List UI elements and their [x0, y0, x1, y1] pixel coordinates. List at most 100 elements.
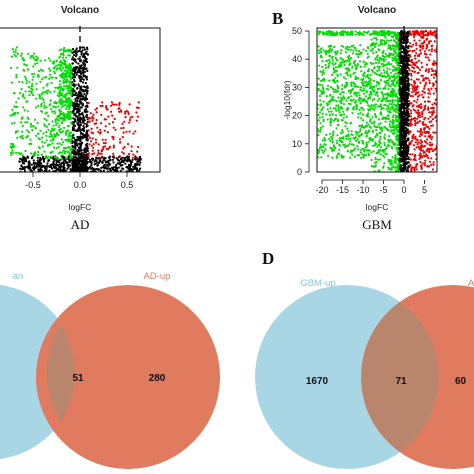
volcano-point [349, 62, 352, 65]
volcano-point [61, 94, 64, 97]
volcano-point [136, 160, 139, 163]
volcano-point [41, 69, 44, 72]
volcano-point [392, 65, 395, 68]
volcano-point [326, 87, 329, 91]
volcano-point [82, 98, 85, 101]
volcano-point [131, 115, 134, 118]
volcano-point [434, 62, 437, 65]
volcano-point [339, 144, 342, 147]
volcano-point [55, 123, 58, 126]
volcano-point [339, 73, 342, 76]
volcano-point [353, 83, 356, 86]
volcano-point [62, 54, 65, 57]
volcano-point [427, 56, 430, 59]
volcano-point [337, 107, 340, 110]
volcano-point [26, 121, 29, 124]
volcano-point [422, 145, 425, 148]
volcano-point [359, 44, 362, 47]
volcano-point [432, 83, 436, 86]
volcano-point [369, 86, 372, 89]
volcano-point [99, 128, 102, 131]
volcano-point [399, 52, 402, 55]
volcano-point [416, 139, 419, 142]
volcano-point [421, 115, 424, 118]
volcano-point [387, 160, 391, 163]
volcano-point [398, 147, 401, 151]
volcano-point [373, 120, 376, 123]
volcano-point [331, 79, 334, 82]
volcano-point [356, 138, 359, 141]
volcano-point [429, 141, 432, 144]
volcano-point [321, 116, 324, 119]
volcano-point [84, 81, 87, 85]
volcano-point [365, 132, 368, 135]
volcano-point [416, 91, 419, 94]
volcano-point [58, 101, 62, 104]
volcano-point [410, 123, 413, 126]
volcano-point [401, 152, 404, 155]
volcano-point [381, 58, 384, 61]
volcano-point [62, 77, 65, 80]
volcano-point [96, 164, 99, 167]
volcano-point [351, 111, 354, 114]
volcano-point [353, 46, 356, 49]
volcano-point [118, 161, 122, 165]
volcano-point [27, 131, 31, 134]
volcano-point [340, 118, 343, 122]
volcano-point [372, 62, 375, 65]
volcano-point [394, 72, 397, 75]
volcano-point [416, 130, 419, 133]
volcano-point [332, 145, 336, 148]
volcano-point [382, 154, 385, 157]
volcano-point [423, 50, 426, 53]
volcano-point [63, 69, 66, 72]
volcano-point [336, 123, 339, 126]
volcano-point [41, 164, 44, 167]
volcano-point [132, 165, 136, 168]
volcano-point [434, 36, 437, 39]
volcano-point [400, 72, 403, 75]
volcano-point [11, 149, 14, 152]
volcano-point [317, 77, 320, 80]
volcano-point [377, 83, 380, 86]
volcano-point [349, 151, 352, 154]
volcano-point [432, 131, 435, 134]
volcano-point [383, 133, 386, 136]
volcano-point [387, 61, 390, 64]
volcano-point [418, 157, 421, 160]
volcano-point [372, 52, 375, 55]
volcano-point [361, 79, 364, 82]
volcano-point [52, 161, 55, 164]
volcano-point [404, 165, 407, 168]
volcano-point [319, 128, 322, 131]
volcano-point [46, 162, 49, 165]
volcano-point [332, 88, 335, 91]
volcano-point [377, 48, 380, 51]
volcano-point [334, 76, 337, 79]
volcano-point [327, 59, 331, 62]
volcano-point [21, 58, 24, 61]
volcano-point [23, 169, 27, 172]
volcano-point [420, 149, 423, 152]
volcano-point [104, 142, 107, 145]
volcano-point [113, 117, 116, 121]
volcano-point [82, 74, 85, 77]
volcano-point [406, 79, 409, 82]
volcano-point [347, 133, 350, 136]
volcano-point [398, 107, 401, 110]
volcano-point [348, 54, 351, 58]
volcano-point [389, 125, 392, 128]
volcano-point [121, 163, 124, 167]
volcano-point [349, 90, 352, 93]
volcano-point [380, 74, 383, 77]
volcano-point [430, 67, 433, 70]
volcano-point [388, 111, 391, 114]
volcano-point [364, 130, 367, 133]
volcano-point [84, 99, 87, 102]
volcano-point [74, 151, 77, 154]
volcano-point [391, 116, 395, 119]
volcano-point [367, 123, 370, 126]
volcano-point [94, 108, 97, 111]
volcano-point [424, 135, 427, 138]
volcano-point [341, 129, 344, 132]
